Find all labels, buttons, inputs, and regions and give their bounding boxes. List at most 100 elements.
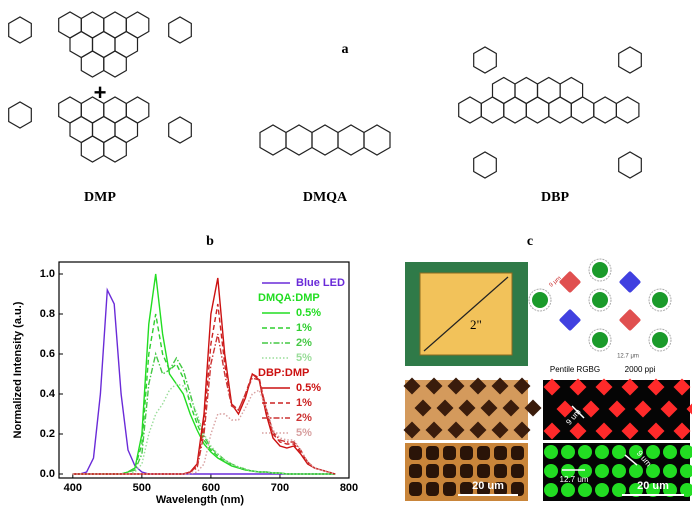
panel-letter: b — [206, 234, 214, 249]
emitter — [634, 400, 652, 418]
legend-label: 0.5% — [296, 307, 321, 319]
subpixel — [592, 332, 608, 348]
emitter — [556, 400, 574, 418]
well — [409, 446, 422, 460]
ring — [458, 96, 482, 124]
molecule-label: DMQA — [303, 190, 348, 205]
ring — [103, 135, 127, 163]
emitter — [680, 464, 692, 478]
well — [443, 464, 456, 478]
emitter — [660, 400, 678, 418]
legend-group: DBP:DMP — [258, 367, 309, 379]
diagonal-label: 2" — [470, 317, 482, 332]
subpixel-ring — [648, 288, 672, 312]
gap-arrow — [624, 454, 638, 466]
y-tick-label: 0.0 — [40, 468, 55, 480]
subpixel — [559, 271, 581, 293]
well — [511, 482, 524, 496]
emitter — [629, 483, 643, 497]
emitter — [663, 483, 677, 497]
panel-letter: c — [527, 234, 533, 249]
emitter — [663, 445, 677, 459]
well — [524, 399, 542, 417]
well — [426, 446, 439, 460]
ring — [514, 76, 539, 105]
emitter — [578, 483, 592, 497]
ring — [80, 50, 105, 78]
well — [477, 482, 490, 496]
subpixel — [532, 292, 548, 308]
well — [426, 464, 439, 478]
emitter — [686, 400, 692, 418]
subpixel — [619, 309, 641, 331]
well — [513, 377, 531, 395]
emitter — [629, 464, 643, 478]
y-tick-label: 0.2 — [40, 428, 55, 440]
legend-label: Blue LED — [296, 277, 345, 289]
subpixel — [619, 271, 641, 293]
emitter — [647, 422, 665, 440]
molecule-label: DMP — [84, 190, 116, 205]
well — [469, 421, 487, 439]
ring — [168, 16, 192, 44]
ring — [473, 151, 497, 179]
well — [460, 482, 473, 496]
legend-label: 1% — [296, 397, 312, 409]
emitter — [629, 445, 643, 459]
molecules — [8, 11, 642, 179]
well — [511, 464, 524, 478]
subpixel — [592, 262, 608, 278]
emitter — [578, 445, 592, 459]
emitter — [569, 378, 587, 396]
well — [511, 446, 524, 460]
ring — [311, 124, 339, 156]
y-tick-label: 0.6 — [40, 348, 55, 360]
well — [443, 446, 456, 460]
ring — [618, 151, 642, 179]
subpixel-ring — [648, 328, 672, 352]
well — [491, 377, 509, 395]
y-axis-label: Normalized Intensity (a.u.) — [12, 301, 24, 438]
subpixel-ring — [528, 288, 552, 312]
legend-label: 2% — [296, 337, 312, 349]
well — [494, 464, 507, 478]
emitter — [612, 445, 626, 459]
well — [469, 377, 487, 395]
well — [425, 377, 443, 395]
ring — [8, 101, 32, 129]
ring — [8, 16, 32, 44]
gap-arrow — [571, 405, 585, 419]
layout-label: Pentile RGBG — [550, 365, 600, 374]
pitch-label: 12.7 um — [560, 475, 589, 484]
well — [409, 482, 422, 496]
well — [480, 399, 498, 417]
subpixel-ring — [588, 288, 612, 312]
x-tick-label: 700 — [271, 482, 289, 494]
x-axis-label: Wavelength (nm) — [156, 494, 245, 506]
well — [502, 399, 520, 417]
legend-label: 5% — [296, 427, 312, 439]
subpixel — [592, 292, 608, 308]
emitter — [595, 445, 609, 459]
well — [414, 399, 432, 417]
ring — [491, 76, 516, 105]
series-line — [72, 388, 336, 475]
well — [436, 399, 454, 417]
series-line — [72, 383, 336, 475]
well — [458, 399, 476, 417]
well — [491, 421, 509, 439]
emitter — [544, 483, 558, 497]
ring — [473, 46, 497, 74]
plot: 400 500 600 700 800 0.0 0.2 0.4 0.6 0.8 1.0 Blue LE… — [40, 261, 358, 494]
ring — [536, 76, 561, 105]
ring — [337, 124, 365, 156]
diagonal-arrow — [423, 276, 509, 352]
subpixel — [559, 309, 581, 331]
scale-label: 20 um — [637, 480, 669, 492]
emitter — [680, 445, 692, 459]
well — [477, 464, 490, 478]
emitter — [561, 464, 575, 478]
x-tick-label: 400 — [64, 482, 82, 494]
y-tick-label: 1.0 — [40, 268, 55, 280]
